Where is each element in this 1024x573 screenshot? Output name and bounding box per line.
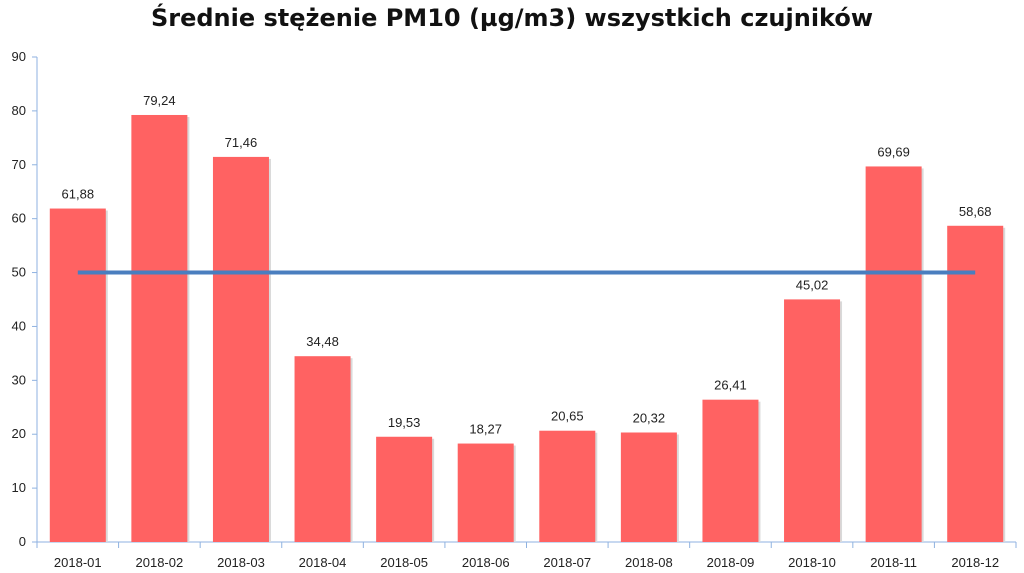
- y-tick-label: 50: [12, 265, 26, 280]
- data-label: 61,88: [62, 187, 95, 202]
- bar: [457, 443, 514, 542]
- bar: [865, 166, 922, 542]
- y-tick-label: 40: [12, 318, 26, 333]
- x-tick-label: 2018-04: [299, 555, 347, 570]
- y-tick-label: 0: [19, 534, 26, 549]
- bar: [376, 436, 433, 542]
- bar: [784, 299, 841, 542]
- bar: [620, 432, 677, 542]
- x-tick-label: 2018-11: [870, 555, 917, 570]
- x-tick-label: 2018-06: [462, 555, 510, 570]
- data-label: 26,41: [714, 378, 747, 393]
- bar: [294, 356, 351, 542]
- x-tick-label: 2018-08: [625, 555, 673, 570]
- y-tick-label: 30: [12, 372, 26, 387]
- data-label: 19,53: [388, 415, 421, 430]
- x-tick-label: 2018-02: [136, 555, 184, 570]
- data-label: 20,32: [633, 410, 666, 425]
- bar: [539, 430, 596, 542]
- bar: [131, 114, 188, 543]
- bar: [947, 225, 1004, 542]
- data-label: 34,48: [306, 334, 339, 349]
- x-tick-label: 2018-09: [707, 555, 755, 570]
- x-tick-label: 2018-01: [54, 555, 102, 570]
- y-tick-label: 80: [12, 103, 26, 118]
- y-tick-label: 20: [12, 426, 26, 441]
- y-tick-label: 60: [12, 211, 26, 226]
- y-tick-label: 70: [12, 157, 26, 172]
- y-tick-label: 10: [12, 480, 26, 495]
- x-tick-label: 2018-10: [788, 555, 836, 570]
- x-tick-label: 2018-03: [217, 555, 265, 570]
- chart-title: Średnie stężenie PM10 (µg/m3) wszystkich…: [150, 4, 874, 32]
- data-label: 79,24: [143, 93, 176, 108]
- bar: [212, 156, 269, 542]
- x-tick-label: 2018-12: [951, 555, 999, 570]
- x-tick-label: 2018-07: [543, 555, 591, 570]
- bar: [49, 208, 106, 542]
- data-label: 71,46: [225, 135, 258, 150]
- bar: [702, 399, 759, 542]
- data-label: 58,68: [959, 204, 992, 219]
- y-tick-label: 90: [12, 49, 26, 64]
- data-label: 45,02: [796, 277, 829, 292]
- data-label: 69,69: [877, 144, 910, 159]
- x-tick-label: 2018-05: [380, 555, 428, 570]
- data-label: 20,65: [551, 409, 584, 424]
- data-label: 18,27: [469, 422, 502, 437]
